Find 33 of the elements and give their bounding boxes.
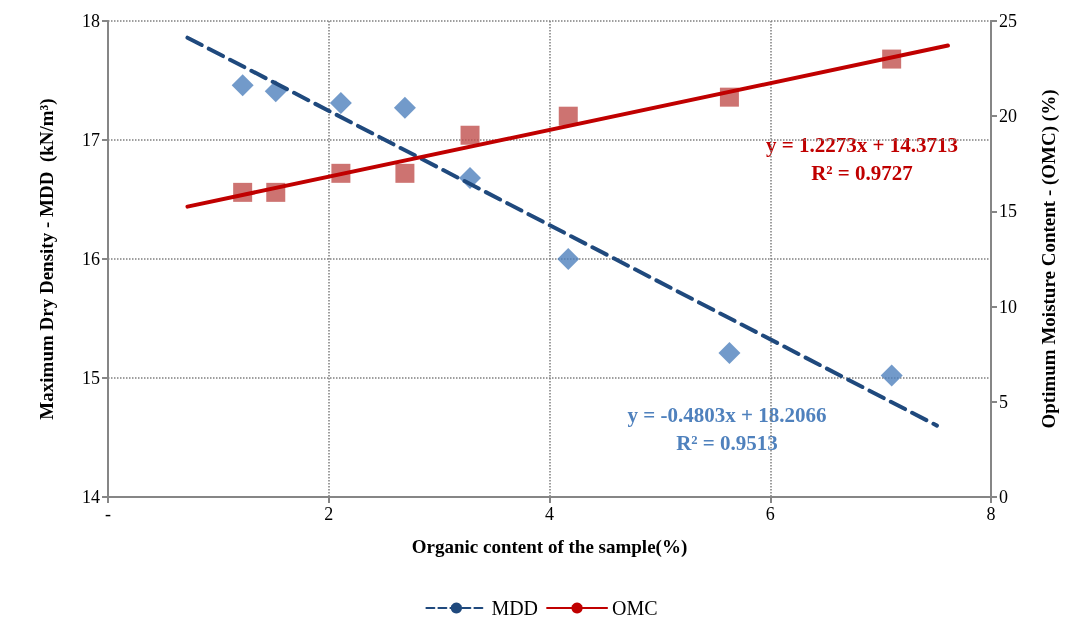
x-tick-label: 6 (765, 504, 775, 524)
y2-tick-label: 25 (999, 11, 1017, 31)
point (718, 342, 741, 365)
point (329, 92, 352, 115)
annotation: R² = 0.9727 (811, 161, 913, 185)
annotation: y = 1.2273x + 14.3713 (766, 133, 958, 157)
point (460, 125, 480, 145)
point (231, 74, 254, 97)
y-tick-label: 16 (82, 249, 100, 269)
annotation: y = -0.4803x + 18.2066 (627, 403, 827, 427)
y2-tick-label: 15 (999, 201, 1017, 222)
x-tick-label: - (105, 504, 111, 524)
x-axis-title: Organic content of the sample(%) (411, 536, 688, 558)
y2-tick-label: 5 (999, 391, 1008, 412)
y2-tick-label: 10 (999, 296, 1017, 317)
point (557, 248, 580, 270)
x-tick-label: 8 (986, 504, 996, 524)
legend-label: OMC (612, 597, 658, 619)
y-tick-label: 14 (82, 487, 100, 507)
y2-axis-title: Optimum Moisture Content - (OMC) (%) (1038, 89, 1060, 429)
y-tick-label: 15 (82, 368, 100, 388)
legend-label: MDD (491, 597, 539, 619)
y2-tick-label: 0 (999, 487, 1008, 507)
y-tick-label: 18 (82, 11, 100, 31)
y2-tick-label: 20 (999, 106, 1017, 127)
annotation: R² = 0.9513 (676, 431, 778, 455)
point (393, 96, 416, 119)
point (880, 364, 903, 387)
x-tick-label: 2 (324, 504, 334, 524)
y-tick-label: 17 (82, 130, 100, 150)
point (395, 163, 415, 183)
y-axis-title: Maximum Dry Density - MDD (kN/m³) (36, 98, 58, 420)
x-tick-label: 4 (545, 504, 554, 524)
